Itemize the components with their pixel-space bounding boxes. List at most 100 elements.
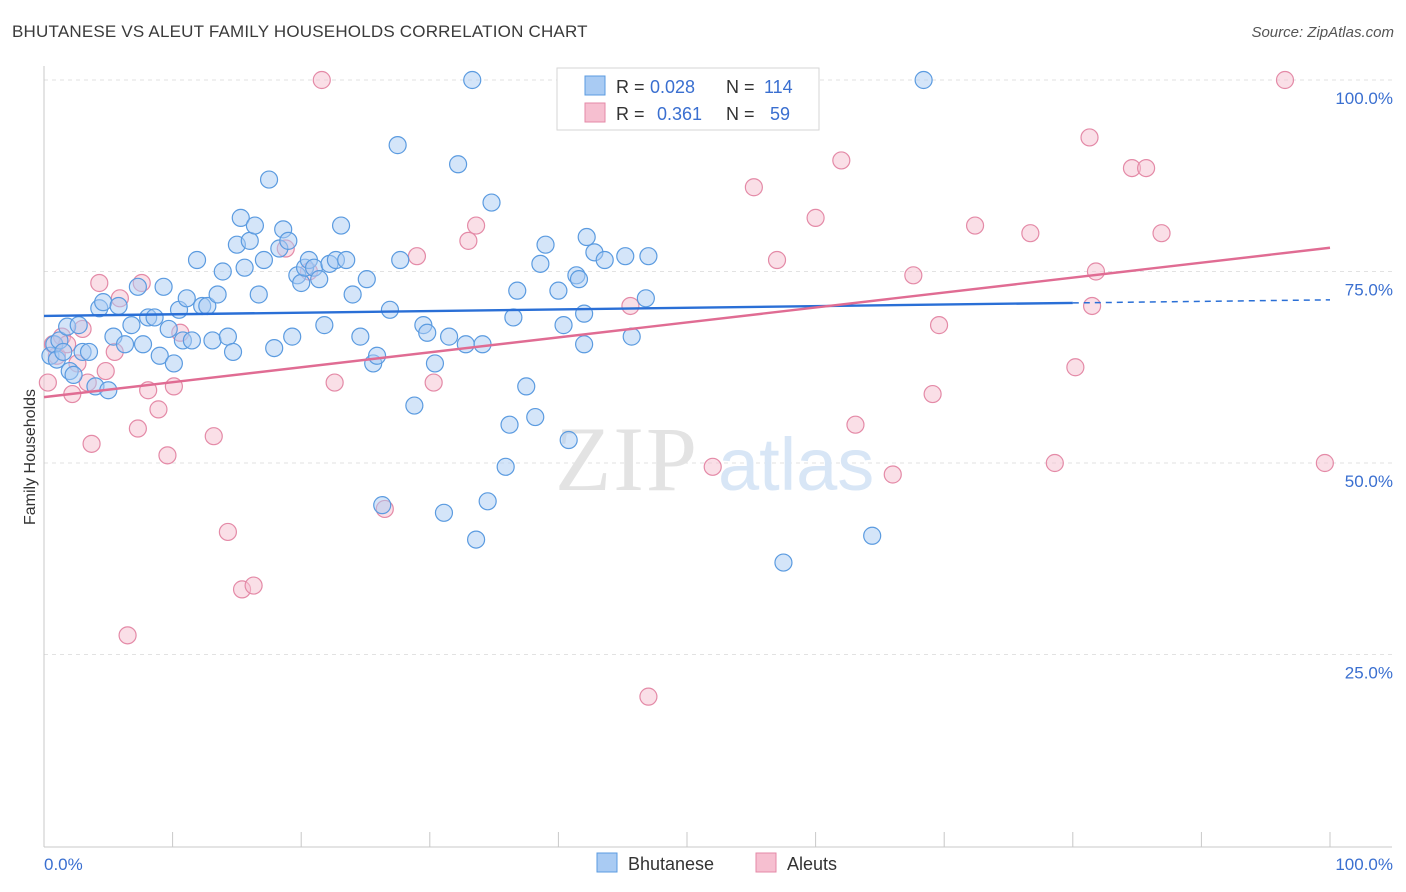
bhutanese-point-94: [554, 316, 573, 335]
y-tick-label-100: 100.0%: [1335, 89, 1393, 108]
legend-bottom-swatch-aleuts: [755, 852, 777, 873]
bhutanese-point-68: [373, 496, 392, 515]
aleuts-point-39: [767, 250, 787, 270]
aleuts-point-15: [128, 419, 147, 438]
aleuts-point-44: [904, 266, 923, 285]
bhutanese-point-70: [388, 136, 407, 155]
bhutanese-point-41: [235, 258, 254, 277]
bhutanese-point-74: [418, 323, 437, 342]
bhutanese-point-42: [240, 231, 259, 250]
bhutanese-point-107: [639, 247, 658, 266]
aleuts-point-51: [1080, 128, 1099, 147]
aleuts-point-35: [621, 296, 640, 316]
aleuts-point-48: [1021, 224, 1040, 243]
bhutanese-point-20: [133, 335, 153, 354]
aleuts-point-38: [744, 178, 763, 197]
aleuts-point-49: [1045, 453, 1064, 473]
axes: [43, 66, 1392, 848]
bhutanese-point-31: [187, 250, 207, 270]
source-label: Source: ZipAtlas.com: [1251, 24, 1394, 41]
bhutanese-trendline: [43, 301, 1073, 318]
bhutanese-point-25: [159, 319, 178, 339]
legend-n-label-2: N =: [726, 104, 760, 124]
bhutanese-point-16: [109, 296, 128, 316]
aleuts-point-0: [38, 373, 57, 392]
y-tick-label-25: 25.0%: [1345, 664, 1393, 683]
watermark-zip: ZIP: [555, 408, 699, 510]
bhutanese-point-106: [636, 289, 655, 308]
bhutanese-point-101: [595, 250, 614, 270]
aleuts-point-22: [204, 427, 223, 446]
bhutanese-point-76: [434, 503, 454, 522]
bhutanese-point-79: [456, 335, 475, 354]
aleuts-point-41: [832, 151, 851, 170]
bhutanese-point-86: [500, 415, 519, 434]
legend-bottom: Bhutanese Aleuts: [596, 852, 837, 874]
trendlines: [43, 246, 1331, 399]
bhutanese-point-82: [473, 335, 492, 354]
gridlines: [44, 79, 1392, 655]
y-tick-labels: 25.0% 50.0% 75.0% 100.0%: [1335, 89, 1393, 683]
bhutanese-point-102: [575, 335, 594, 354]
bhutanese-point-37: [218, 327, 237, 346]
bhutanese-point-81: [466, 530, 486, 549]
legend-swatch-aleuts: [584, 102, 606, 123]
y-axis-title: Family Households: [22, 389, 39, 525]
aleuts-point-10: [90, 273, 109, 293]
bhutanese-point-13: [94, 293, 113, 312]
aleuts-point-23: [218, 522, 237, 542]
legend-bottom-label-aleuts: Aleuts: [787, 854, 837, 874]
bhutanese-point-10: [79, 342, 99, 362]
bhutanese-point-18: [122, 316, 141, 335]
y-tick-label-50: 50.0%: [1345, 472, 1393, 491]
bhutanese-point-7: [64, 365, 83, 385]
bhutanese-point-67: [367, 346, 387, 365]
bhutanese-point-46: [259, 170, 279, 189]
aleuts-point-34: [466, 216, 486, 235]
bhutanese-point-26: [164, 354, 183, 373]
bhutanese-point-104: [616, 247, 635, 266]
bhutanese-point-85: [496, 457, 515, 476]
legend-n-value-2: 59: [770, 104, 790, 124]
aleuts-point-28: [312, 70, 331, 90]
legend-bottom-label-bhutanese: Bhutanese: [628, 854, 714, 874]
bhutanese-point-90: [526, 407, 545, 427]
aleuts-point-47: [965, 216, 985, 235]
bhutanese-point-4: [54, 342, 73, 362]
legend-top: R = 0.028 N = 114 R = 0.361 N = 59: [556, 67, 820, 131]
bhutanese-point-51: [283, 327, 302, 346]
aleuts-point-50: [1066, 358, 1085, 377]
bhutanese-point-43: [245, 216, 265, 235]
bhutanese-point-87: [504, 308, 523, 327]
aleuts-point-43: [883, 465, 902, 484]
chart-title: BHUTANESE VS ALEUT FAMILY HOUSEHOLDS COR…: [12, 22, 588, 41]
aleuts-point-37: [703, 457, 722, 476]
aleuts-point-56: [1152, 224, 1171, 243]
bhutanese-point-63: [343, 285, 362, 304]
bhutanese-point-50: [279, 231, 298, 250]
legend-r-value-1: 0.028: [650, 77, 695, 97]
aleuts-point-42: [846, 415, 865, 434]
bhutanese-point-38: [223, 342, 243, 362]
bhutanese-point-30: [182, 331, 201, 350]
x-tick-label-end: 100.0%: [1335, 855, 1393, 874]
bhutanese-point-19: [128, 277, 147, 296]
bhutanese-point-75: [425, 354, 445, 373]
aleuts-point-25: [244, 576, 263, 595]
legend-n-value-1: 114: [764, 77, 793, 97]
aleuts-point-46: [929, 316, 949, 335]
bhutanese-point-44: [249, 285, 268, 304]
legend-r-label-1: R =: [616, 77, 650, 97]
bhutanese-point-95: [559, 430, 578, 450]
aleuts-point-11: [96, 361, 115, 381]
bhutanese-point-45: [254, 250, 274, 270]
bhutanese-point-34: [203, 331, 222, 350]
x-ticks: [43, 832, 1331, 847]
bhutanese-point-24: [154, 277, 173, 296]
bhutanese-point-71: [391, 250, 410, 270]
bhutanese-trendline-extension: [1072, 299, 1331, 304]
aleuts-points: [38, 70, 1334, 706]
bhutanese-point-84: [482, 193, 501, 212]
bhutanese-point-98: [575, 304, 594, 323]
